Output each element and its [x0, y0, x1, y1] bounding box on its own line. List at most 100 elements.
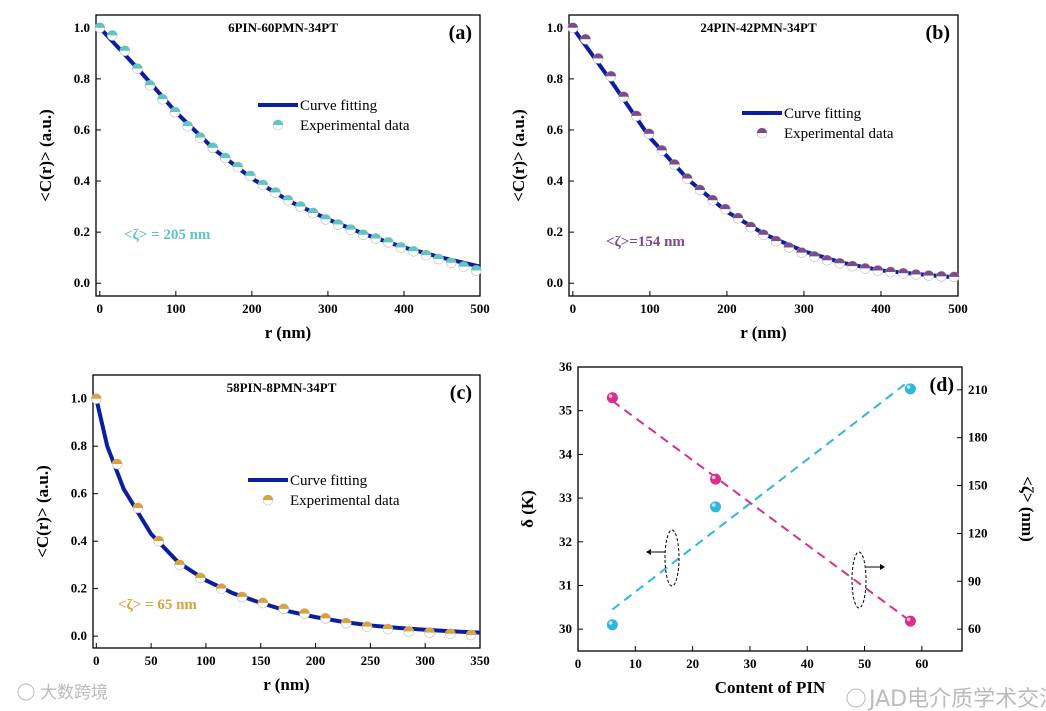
legend-fit-label: Curve fitting	[784, 106, 862, 122]
y2-axis-label: <ζ> (nm)	[1018, 476, 1037, 542]
x-tick-label: 0	[575, 656, 582, 671]
fit-line-right	[611, 400, 912, 622]
panel-label: (d)	[930, 374, 954, 396]
legend-data-swatch-fill	[757, 128, 767, 133]
panel-label: (c)	[450, 382, 472, 404]
data-point-fill	[195, 572, 206, 578]
panel-c: 0 50 100 150 200 250 300 350 0.0 0.2 0.4 0.6 0.8 1.0 r…	[33, 374, 490, 694]
legend-fit-label: Curve fitting	[290, 473, 368, 489]
data-point-fill	[382, 624, 393, 630]
x-axis-label: r (nm)	[265, 323, 311, 342]
y-tick-label: 0.6	[74, 122, 91, 137]
data-point-fill	[923, 270, 934, 276]
x-tick-label: 50	[145, 653, 158, 668]
legend-data-label: Experimental data	[784, 126, 894, 142]
y-axis-label: <C(r)> (a.u.)	[33, 465, 52, 558]
y-tick-label: 0.2	[547, 224, 563, 239]
y-tick-label: 0.0	[74, 275, 90, 290]
data-point-fill	[220, 153, 231, 159]
y2-tick-label: 150	[968, 478, 988, 493]
x-tick-label: 350	[470, 653, 490, 668]
panel-title: 6PIN-60PMN-34PT	[228, 20, 338, 35]
data-point-fill	[720, 204, 731, 210]
data-point-fill	[936, 271, 947, 277]
data-point-fill	[370, 233, 381, 239]
y-tick-label: 30	[559, 621, 572, 636]
x-tick-label: 250	[361, 653, 381, 668]
legend-data-label: Experimental data	[290, 493, 400, 509]
plot-frame	[577, 366, 963, 652]
data-point-fill	[195, 132, 206, 138]
y-axis-label: <C(r)> (a.u.)	[36, 109, 55, 202]
x-axis-label: Content of PIN	[715, 678, 826, 697]
legend-fit-label: Curve fitting	[300, 98, 378, 114]
data-point-fill	[144, 80, 155, 86]
data-point-fill	[733, 213, 744, 219]
correlation-length-annotation: <ζ> = 65 nm	[118, 597, 197, 613]
x-tick-label: 0	[97, 301, 104, 316]
plot-frame	[568, 14, 959, 297]
data-point-fill	[593, 53, 604, 59]
data-point-fill	[631, 110, 642, 116]
watermark-logo-icon	[17, 683, 35, 701]
x-axis-label: r (nm)	[740, 323, 786, 342]
data-point-fill	[341, 618, 352, 624]
data-point-fill	[237, 591, 248, 597]
watermark-jad: JAD电介质学术交流	[867, 687, 1046, 711]
right-arrowhead-icon	[880, 564, 885, 570]
legend-data-swatch-fill	[263, 495, 273, 500]
point-highlight	[906, 385, 911, 389]
y-tick-label: 33	[559, 490, 573, 505]
x-tick-label: 400	[394, 301, 414, 316]
wechat-icon	[846, 688, 866, 708]
y2-tick-label: 210	[968, 382, 988, 397]
y-tick-label: 0.8	[71, 438, 88, 453]
data-point-fill	[358, 229, 369, 235]
legend-data-swatch-fill	[273, 120, 283, 125]
y2-tick-label: 180	[968, 430, 988, 445]
data-point-right	[904, 615, 916, 627]
data-point-fill	[170, 107, 181, 113]
x-axis-label: r (nm)	[263, 675, 309, 694]
data-point-fill	[458, 261, 469, 267]
y-tick-label: 0.4	[547, 173, 564, 188]
panel-label: (a)	[449, 22, 472, 44]
data-point-fill	[257, 597, 268, 603]
y-tick-label: 31	[559, 577, 572, 592]
data-point-fill	[885, 266, 896, 272]
data-point-fill	[383, 237, 394, 243]
data-point-fill	[107, 30, 118, 36]
x-tick-label: 300	[794, 301, 814, 316]
data-point-fill	[295, 201, 306, 207]
y-tick-label: 0.8	[74, 71, 91, 86]
data-point-fill	[320, 613, 331, 619]
x-tick-label: 300	[318, 301, 338, 316]
data-point-fill	[656, 145, 667, 151]
data-point-right	[606, 392, 618, 404]
data-point-fill	[345, 224, 356, 230]
x-tick-label: 30	[743, 656, 756, 671]
data-point-left	[904, 383, 916, 395]
right-axis-indicator-ellipse	[851, 551, 867, 609]
data-point-fill	[911, 269, 922, 275]
data-point-right	[710, 473, 722, 485]
data-point-fill	[949, 271, 960, 277]
point-highlight	[608, 394, 613, 398]
point-highlight	[711, 475, 716, 480]
x-tick-label: 60	[915, 656, 928, 671]
y-tick-label: 36	[559, 359, 573, 374]
data-point-fill	[299, 608, 310, 614]
data-point-fill	[91, 393, 102, 399]
data-point-fill	[182, 121, 193, 127]
data-point-fill	[403, 626, 414, 632]
x-tick-label: 100	[196, 653, 216, 668]
data-point-fill	[153, 536, 164, 542]
data-point-fill	[471, 265, 482, 271]
data-point-fill	[466, 629, 477, 635]
y-tick-label: 0.2	[74, 224, 90, 239]
panel-a: 0 100 200 300 400 500 0.0 0.2 0.4 0.6 0.8 1.0 r (nm)…	[36, 14, 490, 342]
data-point-fill	[707, 195, 718, 201]
data-point-fill	[308, 207, 319, 213]
y-tick-label: 0.0	[547, 275, 563, 290]
